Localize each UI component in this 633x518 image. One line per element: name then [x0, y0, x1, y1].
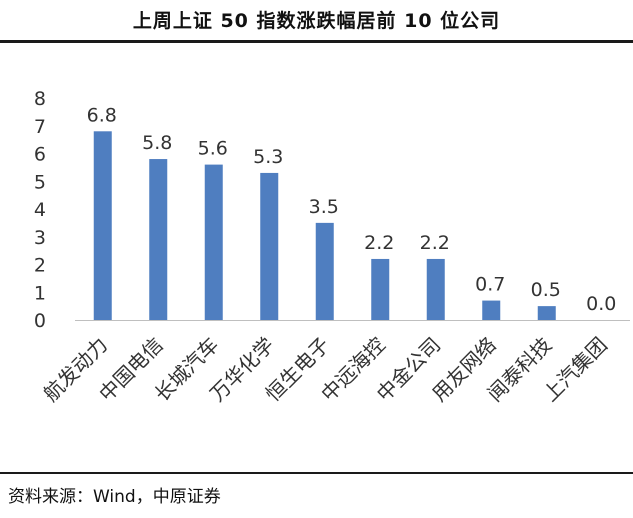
source-note: 资料来源：Wind，中原证券 — [8, 487, 221, 507]
bar-chart: 0123456786.8航发动力5.8中国电信5.6长城汽车5.3万华化学3.5… — [34, 88, 630, 406]
y-tick-label: 1 — [34, 282, 46, 304]
data-label: 0.7 — [475, 274, 505, 296]
data-label: 2.2 — [420, 232, 450, 254]
top-rule — [0, 40, 633, 43]
y-tick-label: 4 — [34, 199, 46, 221]
y-tick-label: 7 — [34, 116, 46, 138]
bar — [149, 159, 168, 320]
bar — [482, 300, 501, 320]
bar — [204, 164, 223, 320]
y-tick-label: 6 — [34, 144, 46, 166]
bar — [315, 222, 334, 320]
data-label: 5.8 — [142, 132, 172, 154]
bar — [260, 172, 279, 320]
data-label: 5.6 — [198, 138, 228, 160]
bar — [371, 258, 390, 320]
bar — [537, 306, 556, 320]
bar — [93, 131, 112, 320]
y-tick-label: 3 — [34, 227, 46, 249]
y-tick-label: 5 — [34, 171, 46, 193]
y-tick-label: 8 — [34, 88, 46, 110]
data-label: 0.5 — [531, 279, 561, 301]
chart-title: 上周上证 50 指数涨跌幅居前 10 位公司 — [132, 10, 501, 32]
bottom-rule — [0, 472, 633, 474]
bar — [426, 258, 445, 320]
data-label: 6.8 — [87, 104, 117, 126]
y-tick-label: 0 — [34, 310, 46, 332]
data-label: 3.5 — [309, 196, 339, 218]
data-label: 2.2 — [364, 232, 394, 254]
data-label: 0.0 — [586, 293, 616, 315]
data-label: 5.3 — [253, 146, 283, 168]
y-tick-label: 2 — [34, 255, 46, 277]
